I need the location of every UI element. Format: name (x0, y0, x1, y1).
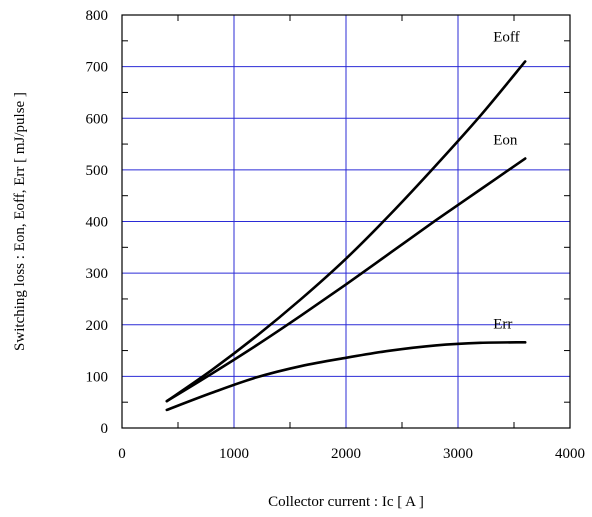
x-tick-label: 4000 (555, 446, 585, 462)
y-tick-label: 0 (101, 421, 109, 437)
grid-lines (122, 15, 570, 428)
x-tick-label: 1000 (219, 446, 249, 462)
y-tick-label: 500 (86, 163, 109, 179)
series-line-eon (165, 157, 527, 403)
y-tick-label: 600 (86, 111, 109, 127)
plot-frame (121, 14, 571, 429)
series-labels: Eoff Eon Err (493, 29, 519, 332)
y-tick-labels: 0 100 200 300 400 500 600 700 800 (86, 8, 109, 437)
series-line-eoff (165, 60, 527, 403)
x-tick-label: 2000 (331, 446, 361, 462)
series-line-err (165, 341, 527, 412)
y-tick-label: 700 (86, 60, 109, 76)
x-tick-label: 3000 (443, 446, 473, 462)
y-tick-label: 100 (86, 369, 109, 385)
series-label-err: Err (493, 316, 512, 332)
series-label-eoff: Eoff (493, 29, 519, 45)
x-axis-title: Collector current : Ic [ A ] (268, 494, 424, 510)
x-tick-label: 0 (118, 446, 126, 462)
x-tick-labels: 0 1000 2000 3000 4000 (118, 446, 585, 462)
y-tick-label: 400 (86, 215, 109, 231)
series-label-eon: Eon (493, 133, 518, 149)
y-tick-label: 200 (86, 318, 109, 334)
y-axis-title: Switching loss : Eon, Eoff, Err [ mJ/pul… (12, 92, 28, 351)
y-tick-label: 300 (86, 266, 109, 282)
y-tick-label: 800 (86, 8, 109, 24)
axis-ticks (122, 15, 570, 428)
series-curves (165, 60, 527, 412)
